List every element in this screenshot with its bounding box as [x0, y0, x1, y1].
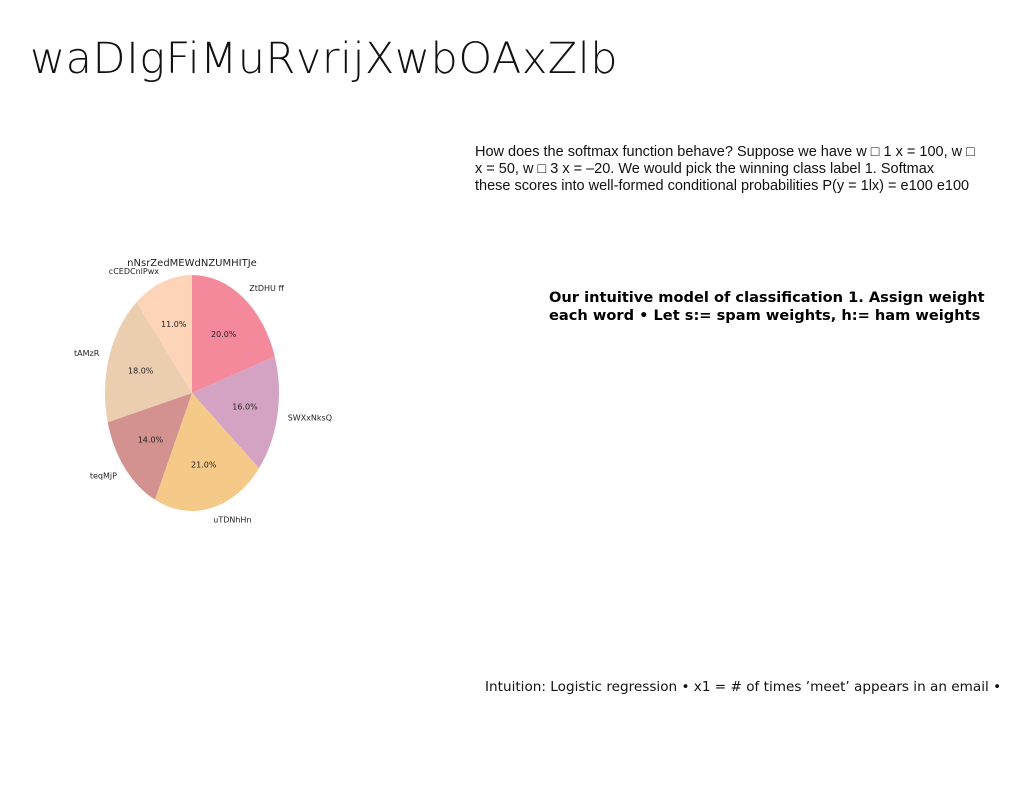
- pie-category-label-4: teqMjP: [90, 472, 117, 481]
- pie-slices: [105, 275, 279, 511]
- pie-pct-label-1: 20.0%: [211, 330, 237, 339]
- intuition-text: Intuition: Logistic regression • x1 = # …: [485, 679, 1002, 695]
- pie-slice-5: [105, 302, 192, 423]
- pie-category-label-6: cCEDCnlPwx: [109, 267, 159, 276]
- pie-slice-2: [192, 356, 279, 469]
- pie-pct-label-4: 14.0%: [138, 436, 164, 445]
- model-line-2: each word • Let s:= spam weights, h:= ha…: [549, 307, 981, 324]
- pie-slice-1: [192, 275, 275, 393]
- pie-category-label-5: tAMzR: [74, 349, 100, 358]
- classification-model-heading: Our intuitive model of classification 1.…: [549, 289, 1024, 325]
- model-line-1: Our intuitive model of classification 1.…: [549, 289, 985, 306]
- pie-pct-label-6: 11.0%: [161, 320, 187, 329]
- pie-slice-4: [107, 393, 192, 500]
- pie-chart-svg: nNsrZedMEWdNZUMHITJe 20.0% ZtDHU ff 16.0% S…: [74, 258, 332, 525]
- softmax-paragraph: How does the softmax function behave? Su…: [475, 144, 1024, 195]
- pie-pct-label-5: 18.0%: [128, 366, 154, 375]
- pie-category-label-3: uTDNhHn: [213, 516, 251, 525]
- pie-pct-label-3: 21.0%: [191, 460, 217, 469]
- pie-category-label-2: SWXxNksQ: [288, 413, 332, 422]
- softmax-line-2: x = 50, w □ 3 x = –20. We would pick the…: [475, 161, 935, 177]
- pie-slice-6: [136, 275, 192, 393]
- slide-title: waDIgFiMuRvrijXwbOAxZlb: [30, 34, 618, 84]
- pie-labels: 20.0% ZtDHU ff 16.0% SWXxNksQ 21.0% uTDNhHn 14…: [74, 267, 332, 525]
- pie-chart: nNsrZedMEWdNZUMHITJe 20.0% ZtDHU ff 16.0% S…: [40, 248, 380, 548]
- pie-category-label-1: ZtDHU ff: [249, 284, 284, 293]
- chart-title: nNsrZedMEWdNZUMHITJe: [127, 258, 257, 269]
- pie-pct-label-2: 16.0%: [232, 403, 258, 412]
- pie-slice-3: [154, 393, 260, 511]
- softmax-line-1: How does the softmax function behave? Su…: [475, 144, 975, 160]
- softmax-line-3: these scores into well-formed conditiona…: [475, 178, 970, 194]
